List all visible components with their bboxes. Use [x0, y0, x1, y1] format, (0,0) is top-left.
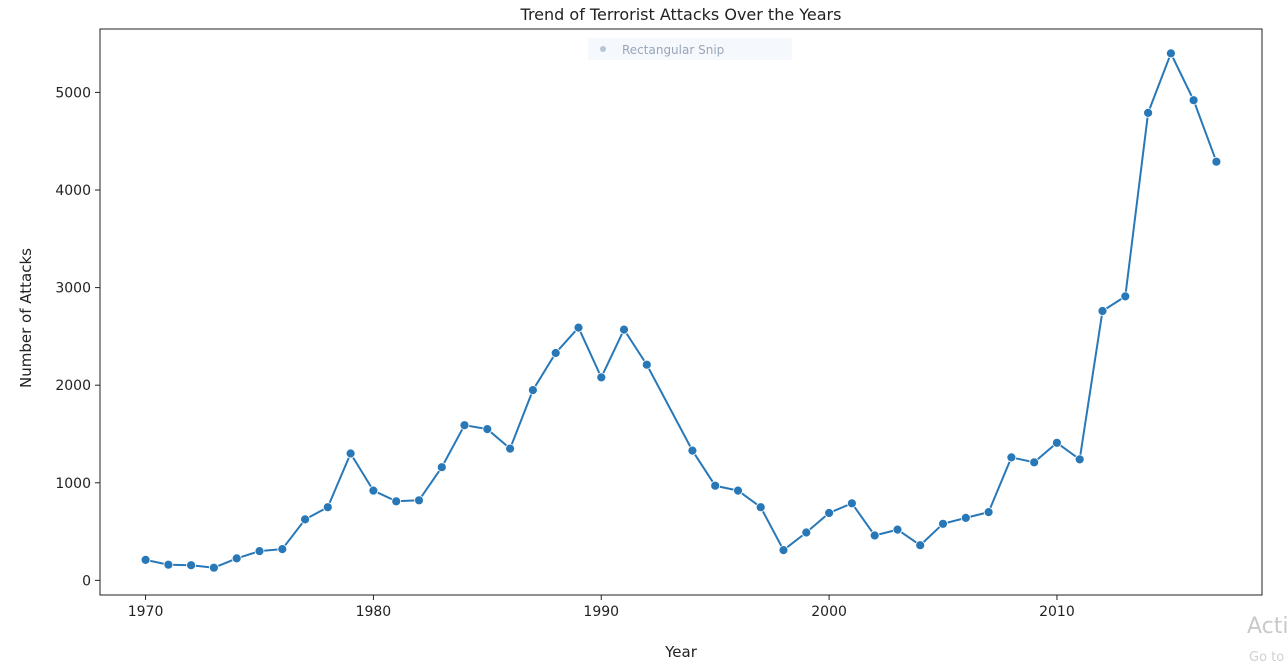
data-point — [1166, 48, 1176, 59]
data-point — [960, 513, 971, 523]
data-point — [938, 518, 948, 529]
data-point — [869, 530, 880, 541]
x-tick-label: 1980 — [356, 604, 392, 620]
y-tick-label: 1000 — [55, 476, 91, 492]
x-tick-label: 2010 — [1039, 604, 1075, 620]
data-point — [687, 445, 698, 456]
x-tick-label: 2000 — [811, 604, 847, 620]
chart-title: Trend of Terrorist Attacks Over the Year… — [520, 5, 842, 24]
plot-area-frame — [99, 28, 1263, 596]
data-point — [983, 507, 994, 517]
x-axis: 1970 1980 1990 2000 2010 — [128, 595, 1075, 620]
data-point — [1188, 95, 1199, 106]
data-point — [528, 385, 538, 396]
data-point — [1052, 437, 1062, 448]
x-tick-label: 1990 — [583, 604, 619, 620]
data-point — [254, 546, 265, 556]
data-point — [847, 498, 857, 509]
data-point — [368, 485, 379, 496]
series-line — [145, 50, 1218, 569]
y-tick-label: 2000 — [55, 378, 91, 394]
data-point — [322, 502, 333, 513]
series-markers — [140, 48, 1222, 573]
x-tick-label: 1970 — [128, 604, 164, 620]
y-tick-label: 5000 — [55, 85, 91, 101]
data-point — [345, 448, 356, 459]
activation-watermark-title: Acti — [1247, 614, 1287, 639]
data-point — [231, 553, 242, 564]
data-point — [1120, 291, 1131, 302]
data-point — [277, 544, 288, 554]
x-axis-label: Year — [664, 643, 698, 661]
snip-overlay: Rectangular Snip — [588, 38, 792, 60]
data-point — [915, 540, 926, 551]
data-point — [140, 555, 151, 565]
data-point — [163, 559, 174, 570]
data-point — [391, 496, 402, 507]
activation-watermark-subtitle: Go to — [1249, 650, 1285, 665]
data-point — [824, 508, 834, 518]
data-point — [573, 322, 584, 333]
data-point — [778, 545, 789, 555]
snip-overlay-box — [588, 38, 792, 60]
data-point — [550, 348, 561, 358]
data-point — [892, 524, 903, 535]
data-point — [733, 485, 743, 496]
y-axis-label: Number of Attacks — [17, 248, 35, 388]
data-point — [619, 324, 629, 335]
data-point — [482, 424, 493, 435]
data-point — [1029, 457, 1040, 468]
data-point — [1006, 452, 1017, 463]
y-tick-label: 0 — [82, 573, 91, 589]
data-point — [436, 462, 447, 473]
data-point — [641, 359, 652, 370]
data-point — [801, 527, 812, 538]
snip-label: Rectangular Snip — [622, 43, 724, 57]
data-point — [300, 514, 311, 525]
data-point — [710, 480, 721, 491]
data-point — [459, 420, 470, 431]
data-point — [186, 560, 197, 571]
data-point — [1143, 108, 1153, 118]
y-tick-label: 4000 — [55, 183, 91, 199]
data-point — [1097, 306, 1108, 316]
data-point — [505, 443, 516, 454]
y-axis: 0 1000 2000 3000 4000 5000 — [55, 85, 100, 589]
data-point — [1211, 156, 1222, 167]
snip-icon — [600, 46, 606, 52]
data-point — [755, 502, 766, 513]
data-point — [1074, 454, 1085, 465]
y-tick-label: 3000 — [55, 281, 91, 297]
data-point — [208, 562, 219, 573]
data-point — [596, 372, 607, 383]
data-point — [414, 495, 424, 506]
